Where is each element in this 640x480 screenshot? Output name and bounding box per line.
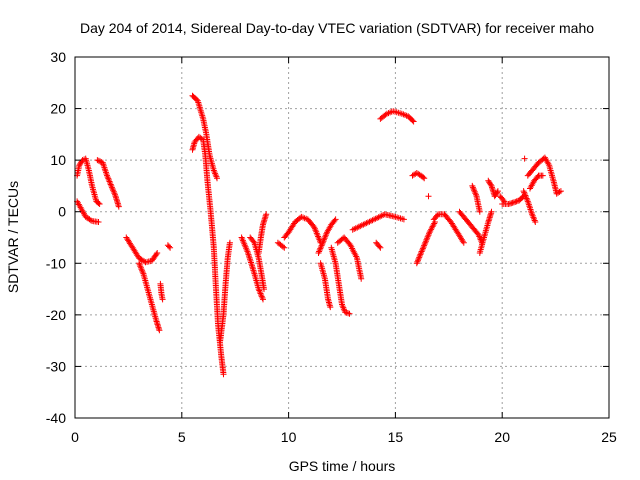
data-point (487, 181, 494, 188)
x-axis-label: GPS time / hours (289, 458, 396, 474)
data-point (112, 191, 118, 198)
data-point (494, 188, 501, 195)
data-point (107, 181, 114, 188)
data-point (557, 188, 564, 195)
data-point (136, 261, 143, 268)
data-point (358, 275, 365, 282)
data-point (95, 219, 102, 225)
data-point (521, 155, 528, 162)
data-point (95, 157, 102, 164)
y-tick-label: -20 (46, 307, 66, 323)
data-point (156, 327, 163, 334)
data-point (331, 217, 338, 224)
plot-frame (74, 56, 610, 419)
data-point (97, 158, 104, 165)
chart-title: Day 204 of 2014, Sidereal Day-to-day VTE… (80, 20, 594, 36)
data-point (421, 241, 428, 248)
data-point (258, 292, 265, 298)
data-point (417, 251, 424, 258)
data-point (424, 235, 431, 242)
y-tick-label: 10 (50, 152, 66, 168)
y-tick-label: -40 (46, 410, 66, 426)
data-point (377, 244, 384, 251)
data-point (460, 239, 467, 246)
data-series (74, 92, 564, 378)
data-point (346, 310, 353, 317)
data-point (420, 174, 427, 181)
data-point (321, 235, 328, 242)
data-point (410, 118, 417, 125)
data-point (280, 243, 286, 250)
data-point (261, 286, 267, 293)
data-point (159, 296, 166, 303)
y-tick-label: -30 (46, 358, 66, 374)
data-point (96, 201, 103, 207)
data-point (494, 189, 501, 196)
data-point (167, 244, 174, 251)
data-point (327, 304, 334, 311)
grid (75, 57, 609, 418)
data-point (105, 175, 112, 182)
axis-ticks: 0 5 10 15 20 25 -40 -30 -20 -10 0 10 20 30 (46, 49, 617, 445)
data-point (214, 175, 220, 182)
x-tick-label: 20 (494, 429, 510, 445)
x-tick-label: 25 (601, 429, 617, 445)
data-point (255, 286, 262, 293)
y-tick-label: -10 (46, 255, 66, 271)
data-point (109, 185, 116, 192)
data-point (226, 239, 233, 246)
data-point (115, 203, 122, 210)
data-point (400, 216, 407, 223)
data-point (425, 193, 432, 200)
data-point (319, 241, 326, 248)
data-point (332, 216, 339, 223)
data-point (476, 208, 483, 215)
data-point (316, 247, 323, 253)
data-point (409, 117, 416, 124)
data-point (473, 191, 479, 198)
data-point (95, 200, 102, 207)
data-point (488, 208, 495, 215)
data-point (415, 257, 421, 264)
data-point (434, 212, 441, 219)
data-point (556, 188, 563, 195)
data-point (154, 250, 161, 256)
data-point (281, 244, 288, 251)
x-tick-label: 10 (281, 429, 297, 445)
data-point (419, 247, 426, 253)
data-point (153, 251, 160, 258)
data-point (166, 243, 172, 250)
data-point (376, 243, 383, 250)
data-point (521, 189, 528, 196)
data-point (260, 296, 266, 303)
y-axis-label: SDTVAR / TECUs (5, 181, 21, 293)
data-point (220, 371, 227, 378)
x-tick-label: 5 (178, 429, 186, 445)
x-tick-label: 15 (388, 429, 404, 445)
data-point (539, 172, 546, 179)
data-point (532, 219, 539, 225)
data-point (94, 157, 101, 164)
y-tick-label: 30 (50, 49, 66, 65)
data-point (523, 195, 530, 202)
data-point (139, 267, 146, 274)
data-point (421, 175, 428, 182)
y-tick-label: 20 (50, 101, 66, 117)
data-point (87, 217, 94, 224)
data-point (470, 185, 477, 192)
data-point (263, 211, 270, 218)
y-tick-label: 0 (58, 204, 66, 220)
x-tick-label: 0 (71, 429, 79, 445)
